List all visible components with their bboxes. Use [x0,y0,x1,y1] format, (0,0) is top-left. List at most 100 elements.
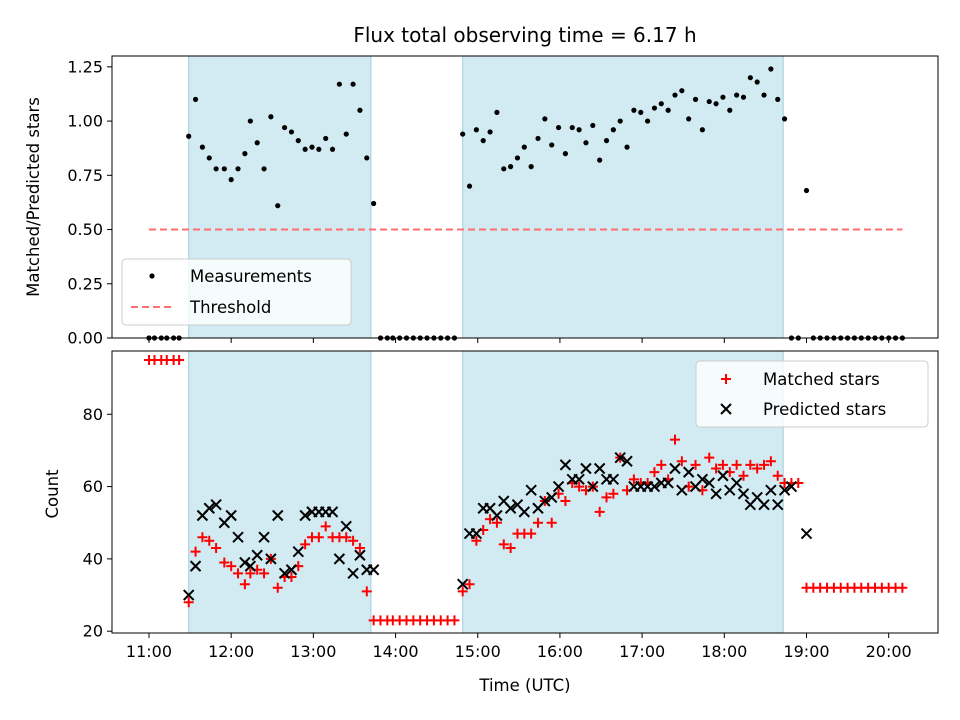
matched-stars-point [738,470,749,481]
measurements-point [610,127,616,133]
predicted-stars-point [662,477,674,489]
measurements-point [761,92,767,98]
measurements-point [734,92,740,98]
measurements-point [747,75,753,81]
measurements-point [699,127,705,133]
predicted-stars-point [730,477,743,489]
measurements-point [638,109,644,115]
measurements-point [254,140,260,146]
predicted-stars-point [785,480,798,493]
predicted-stars-point [285,564,298,576]
measurements-point [644,118,651,124]
measurements-point [720,94,726,100]
measurements-point [692,96,699,102]
top-legend: Measurements Threshold [121,258,352,326]
measurements-point [473,127,479,133]
bottom-axes-frame [111,350,939,634]
matched-stars-point [211,543,222,554]
measurements-point [316,146,322,152]
measurements-point [480,138,486,144]
measurements-point [350,81,356,87]
measurements-point [261,166,267,172]
legend-measurements-label: Measurements [190,267,312,286]
predicted-stars-point [326,506,339,518]
matched-stars-point [649,467,660,478]
top-y-tick-label: 0.75 [67,166,103,185]
predicted-stars-point [189,560,202,572]
predicted-stars-point [333,553,346,565]
measurements-point [487,129,493,135]
predicted-stars-point [669,462,681,475]
measurements-point [323,135,329,142]
measurements-point [268,114,274,120]
legend-box [695,360,929,428]
x-tick-label: 14:00 [372,642,418,661]
matched-stars-point [628,474,639,485]
predicted-stars-point [456,578,469,590]
measurements-point [508,164,514,170]
matched-stars-point [348,535,359,546]
measurements-point [665,107,671,113]
top-panel: 0.00 0.25 0.50 0.75 1.00 1.25 Measurements Thre… [67,55,939,348]
matched-stars-point [464,579,475,590]
bottom-y-tick-label: 60 [83,477,103,496]
measurements-point [309,144,315,150]
measurements-point [651,105,658,111]
matched-stars-point [449,615,460,626]
measurements-point [192,96,199,102]
measurements-point [336,81,342,87]
legend-box [121,258,352,326]
measurements-point [781,116,788,122]
predicted-stars-point [800,527,813,540]
bottom-y-axis-label: Count [43,469,62,519]
matched-stars-point [174,355,185,366]
bottom-shaded-region [188,350,372,634]
predicted-stars-point [546,491,558,504]
predicted-stars-point [251,549,263,561]
top-shaded-region [462,55,784,339]
matched-stars-point [676,456,687,467]
x-tick-label: 20:00 [866,642,912,661]
matched-stars-point [226,561,237,572]
measurements-point [295,138,301,144]
matched-stars-point [731,459,742,470]
measurements-point [624,144,630,150]
top-y-tick-label: 0.25 [67,274,103,293]
matched-stars-point [245,568,256,579]
predicted-stars-point [765,484,777,496]
predicted-stars-point [258,531,270,543]
matched-stars-point [759,459,770,470]
measurements-point [288,129,295,135]
measurements-point [775,96,781,102]
predicted-stars-point [580,462,592,475]
predicted-stars-point [682,466,695,478]
x-axis-label: Time (UTC) [478,676,570,695]
measurements-point [597,157,603,163]
matched-stars-point [765,456,776,467]
top-axes-frame [111,55,939,339]
top-y-axis-label: Matched/Predicted stars [24,97,43,297]
measurements-point [235,166,241,172]
predicted-stars-point [621,455,633,467]
matched-stars-point [219,557,230,568]
legend-predicted-marker [720,403,732,415]
matched-stars-point [320,521,331,532]
measurements-point [364,155,370,161]
predicted-stars-point [299,509,311,522]
matched-stars-point [300,539,311,550]
measurements-point [514,155,521,161]
x-tick-label: 15:00 [455,642,501,661]
matched-stars-point [233,568,244,579]
predicted-stars-point [703,477,715,489]
legend-measurements-marker [149,273,155,279]
predicted-stars-point [210,498,222,511]
predicted-stars-point [778,484,791,496]
measurements-point [617,118,623,124]
measurements-point [562,151,569,157]
measurements-point [679,88,685,94]
predicted-stars-point [676,484,688,496]
bottom-y-tick-label: 40 [83,549,103,568]
measurements-point [542,116,548,122]
measurements-point [247,118,253,124]
